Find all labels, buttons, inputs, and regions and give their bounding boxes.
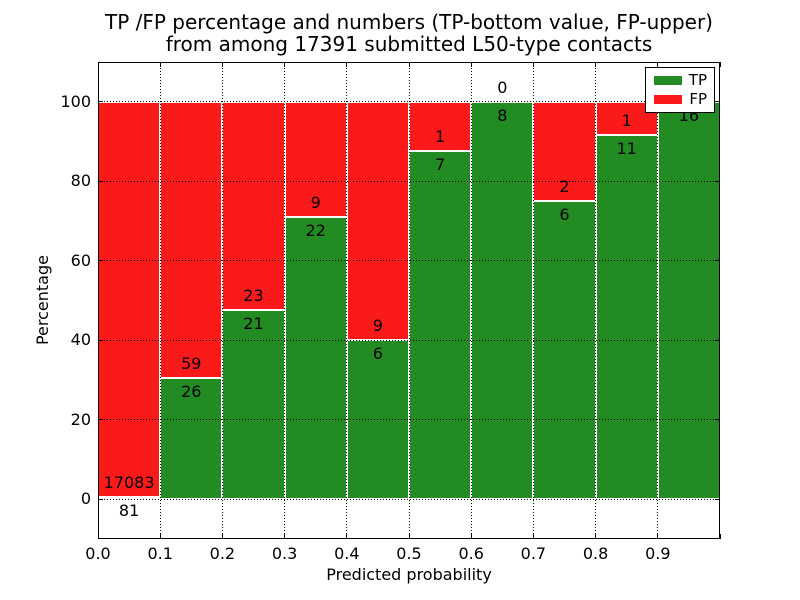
fp-color-swatch	[654, 95, 682, 104]
chart-title-line2: from among 17391 submitted L50-type cont…	[165, 32, 653, 56]
x-axis-label: Predicted probability	[326, 565, 492, 584]
legend-item-tp: TP	[654, 73, 707, 88]
x-tick-label: 0.7	[520, 544, 547, 563]
x-tick-label: 0.6	[458, 544, 484, 563]
y-tick-label: 100	[60, 91, 91, 111]
x-tick-label: 0.3	[271, 544, 298, 563]
x-tick-label: 0.8	[582, 544, 609, 563]
x-tick-label: 0.1	[147, 544, 173, 563]
x-tick-label: 0.9	[645, 544, 671, 563]
plot-area-border	[98, 62, 720, 539]
legend-label-tp: TP	[688, 71, 707, 89]
legend: TP FP	[645, 67, 715, 113]
y-tick-label: 0	[80, 489, 91, 509]
x-tick-label: 0.5	[396, 544, 422, 563]
legend-label-fp: FP	[689, 90, 707, 108]
x-tick-label: 0.0	[85, 544, 111, 563]
legend-item-fp: FP	[654, 92, 707, 107]
x-tick-label: 0.4	[334, 544, 360, 563]
y-axis-label: Percentage	[33, 255, 52, 346]
chart-title-line1: TP /FP percentage and numbers (TP-bottom…	[105, 10, 713, 34]
y-tick-label: 80	[70, 171, 91, 191]
tp-color-swatch	[654, 76, 682, 85]
y-tick-label: 20	[70, 409, 91, 429]
x-tick-label: 0.2	[209, 544, 236, 563]
